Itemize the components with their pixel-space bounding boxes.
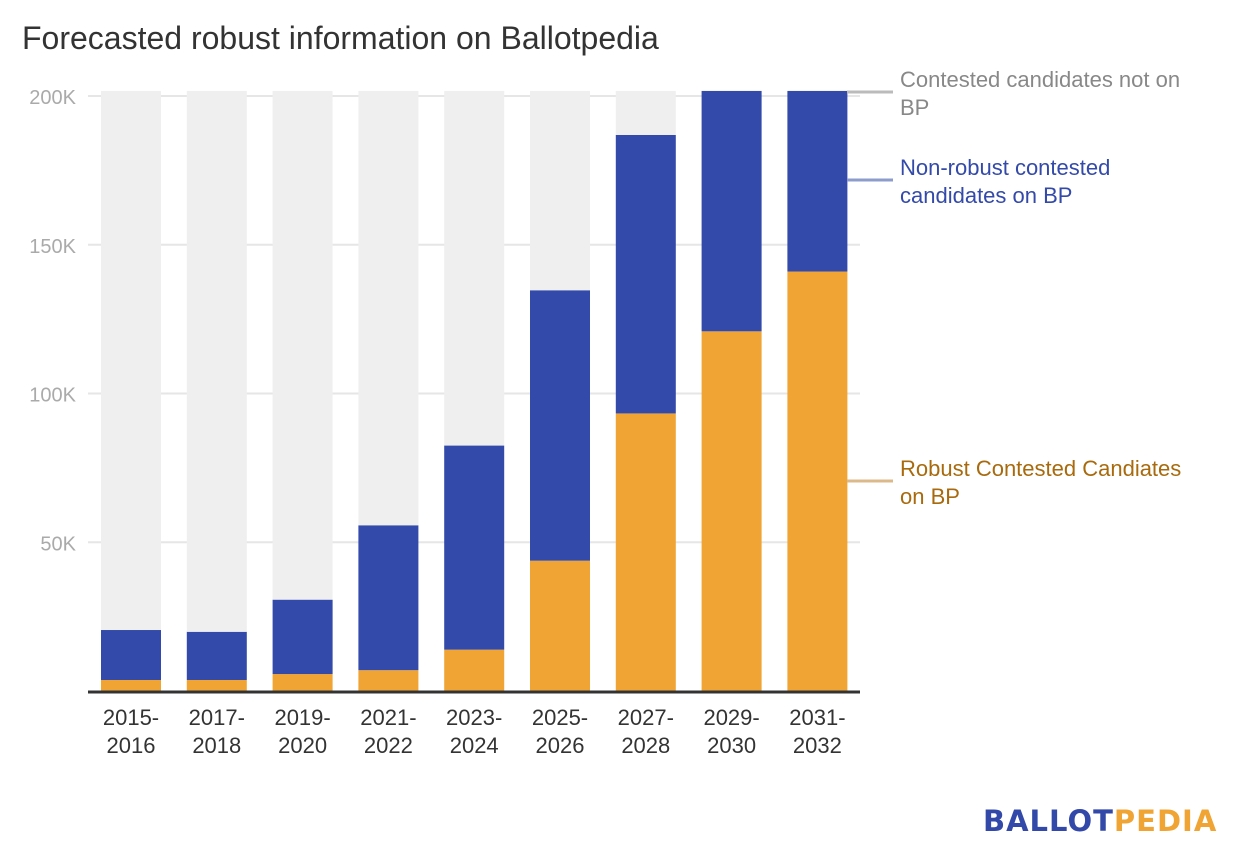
x-tick-label: 2025- <box>532 705 588 730</box>
bar-segment-robust <box>444 649 505 691</box>
y-axis-ticks: 50K 100K 150K 200K <box>29 87 76 555</box>
bar-segment-non-robust <box>101 630 161 680</box>
legend-label: BP <box>900 95 929 120</box>
bars <box>101 90 848 691</box>
x-tick-label: 2020 <box>278 733 327 758</box>
x-tick-label: 2018 <box>192 733 241 758</box>
x-tick-label: 2028 <box>621 733 670 758</box>
bar-segment-robust <box>272 674 333 691</box>
bar-segment-robust <box>787 271 848 691</box>
x-tick-label: 2019- <box>274 705 330 730</box>
x-tick-label: 2016 <box>107 733 156 758</box>
bar-segment-not-on-bp <box>530 90 590 291</box>
x-tick-label: 2030 <box>707 733 756 758</box>
x-tick-label: 2024 <box>450 733 499 758</box>
logo-part-ballot: BALLOT <box>983 804 1114 838</box>
chart-title: Forecasted robust information on Ballotp… <box>22 20 659 56</box>
x-axis-ticks: 2015- 2016 2017- 2018 2019- 2020 2021- 2022 2023… <box>103 705 846 758</box>
x-tick-label: 2026 <box>536 733 585 758</box>
legend: Robust Contested Candiates on BP Non-robus… <box>847 67 1181 509</box>
y-tick-label: 50K <box>40 533 76 555</box>
bar-segment-non-robust <box>358 525 419 671</box>
x-tick-label: 2032 <box>793 733 842 758</box>
x-tick-label: 2027- <box>618 705 674 730</box>
ballotpedia-logo: BALLOTPEDIA <box>983 804 1217 838</box>
legend-label: candidates on BP <box>900 183 1072 208</box>
legend-label: Contested candidates not on <box>900 67 1180 92</box>
bar-segment-not-on-bp <box>615 90 676 135</box>
bar-segment-robust <box>358 670 419 691</box>
y-tick-label: 100K <box>29 385 76 407</box>
bar-segment-not-on-bp <box>358 90 419 526</box>
bar-segment-non-robust <box>444 445 505 650</box>
bar-segment-non-robust <box>272 599 333 675</box>
x-tick-label: 2021- <box>360 705 416 730</box>
bar-segment-non-robust <box>787 90 848 272</box>
bar-segment-robust <box>615 413 676 691</box>
bar-segment-non-robust <box>186 631 247 680</box>
legend-label: Non-robust contested <box>900 155 1110 180</box>
bar-segment-robust <box>530 560 590 691</box>
bar-segment-not-on-bp <box>272 90 333 600</box>
bar-segment-not-on-bp <box>186 90 247 632</box>
legend-label: Robust Contested Candiates <box>900 456 1181 481</box>
bar-segment-robust <box>186 679 247 691</box>
legend-label: on BP <box>900 484 960 509</box>
logo-part-pedia: PEDIA <box>1113 804 1218 838</box>
x-tick-label: 2023- <box>446 705 502 730</box>
bar-segment-non-robust <box>615 134 676 414</box>
bar-segment-non-robust <box>530 290 590 561</box>
bar-segment-not-on-bp <box>101 90 161 631</box>
bar-segment-non-robust <box>701 90 762 332</box>
x-tick-label: 2031- <box>789 705 845 730</box>
y-tick-label: 200K <box>29 87 76 109</box>
x-tick-label: 2017- <box>189 705 245 730</box>
x-tick-label: 2015- <box>103 705 159 730</box>
y-tick-label: 150K <box>29 236 76 258</box>
bar-segment-robust <box>101 679 161 691</box>
bar-segment-robust <box>701 331 762 691</box>
x-tick-label: 2029- <box>703 705 759 730</box>
bar-segment-not-on-bp <box>444 90 505 446</box>
x-tick-label: 2022 <box>364 733 413 758</box>
